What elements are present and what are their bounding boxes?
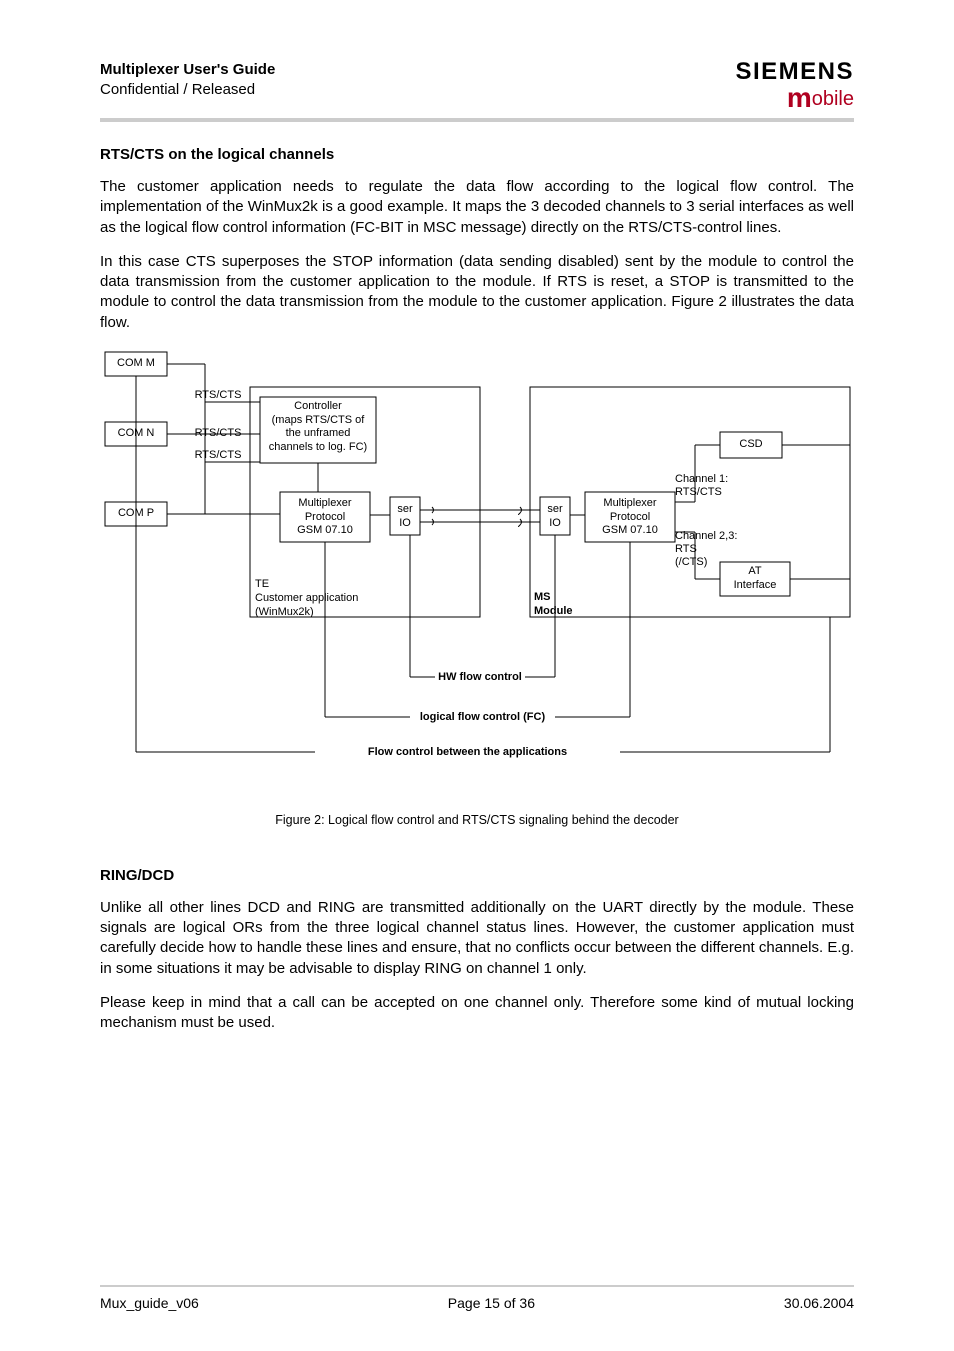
rts-cts-1: RTS/CTS [188, 389, 248, 401]
figure-2-diagram: COM M COM N COM P RTS/CTS RTS/CTS RTS/CT… [100, 347, 854, 803]
doc-subtitle: Confidential / Released [100, 80, 275, 100]
footer-right: 30.06.2004 [784, 1295, 854, 1311]
header-left: Multiplexer User's Guide Confidential / … [100, 60, 275, 99]
csd-label: CSD [730, 438, 772, 450]
ms-label: MS Module [534, 590, 634, 619]
app-flow-label: Flow control between the applications [315, 746, 620, 758]
footer-left: Mux_guide_v06 [100, 1295, 199, 1311]
header-rule [100, 118, 854, 122]
com-n-label: COM N [114, 427, 158, 439]
com-m-label: COM M [114, 357, 158, 369]
te-label: TE Customer application (WinMux2k) [255, 577, 415, 620]
at-interface-label: AT Interface [724, 565, 786, 593]
section1-p1: The customer application needs to regula… [100, 177, 854, 238]
mux-left-box: Multiplexer Protocol GSM 07.10 [282, 497, 368, 538]
siemens-logo: SIEMENS mobile [735, 60, 854, 112]
logical-flow-label: logical flow control (FC) [410, 711, 555, 723]
page-header: Multiplexer User's Guide Confidential / … [100, 60, 854, 112]
section1-p2: In this case CTS superposes the STOP inf… [100, 252, 854, 333]
controller-box: Controller (maps RTS/CTS of the unframed… [262, 400, 374, 455]
mux-right-box: Multiplexer Protocol GSM 07.10 [587, 497, 673, 538]
page-footer: Mux_guide_v06 Page 15 of 36 30.06.2004 [100, 1295, 854, 1311]
footer-center: Page 15 of 36 [448, 1295, 535, 1311]
figure-caption: Figure 2: Logical flow control and RTS/C… [100, 813, 854, 827]
hw-flow-label: HW flow control [435, 671, 525, 683]
rts-cts-3: RTS/CTS [188, 449, 248, 461]
channel1-label: Channel 1: RTS/CTS [675, 473, 755, 499]
section2-p1: Unlike all other lines DCD and RING are … [100, 898, 854, 979]
ser-io-right: ser IO [541, 503, 569, 531]
doc-title: Multiplexer User's Guide [100, 60, 275, 80]
logo-text-top: SIEMENS [735, 60, 854, 84]
rts-cts-2: RTS/CTS [188, 427, 248, 439]
footer-rule [100, 1285, 854, 1287]
logo-text-bottom: mobile [735, 84, 854, 112]
section2-p2: Please keep in mind that a call can be a… [100, 993, 854, 1034]
ser-io-left: ser IO [391, 503, 419, 531]
section2-heading: RING/DCD [100, 867, 854, 884]
channel23-label: Channel 2,3: RTS (/CTS) [675, 530, 755, 570]
section1-heading: RTS/CTS on the logical channels [100, 146, 854, 163]
com-p-label: COM P [114, 507, 158, 519]
